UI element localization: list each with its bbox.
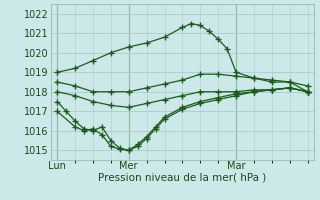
X-axis label: Pression niveau de la mer( hPa ): Pression niveau de la mer( hPa ) <box>98 173 267 183</box>
